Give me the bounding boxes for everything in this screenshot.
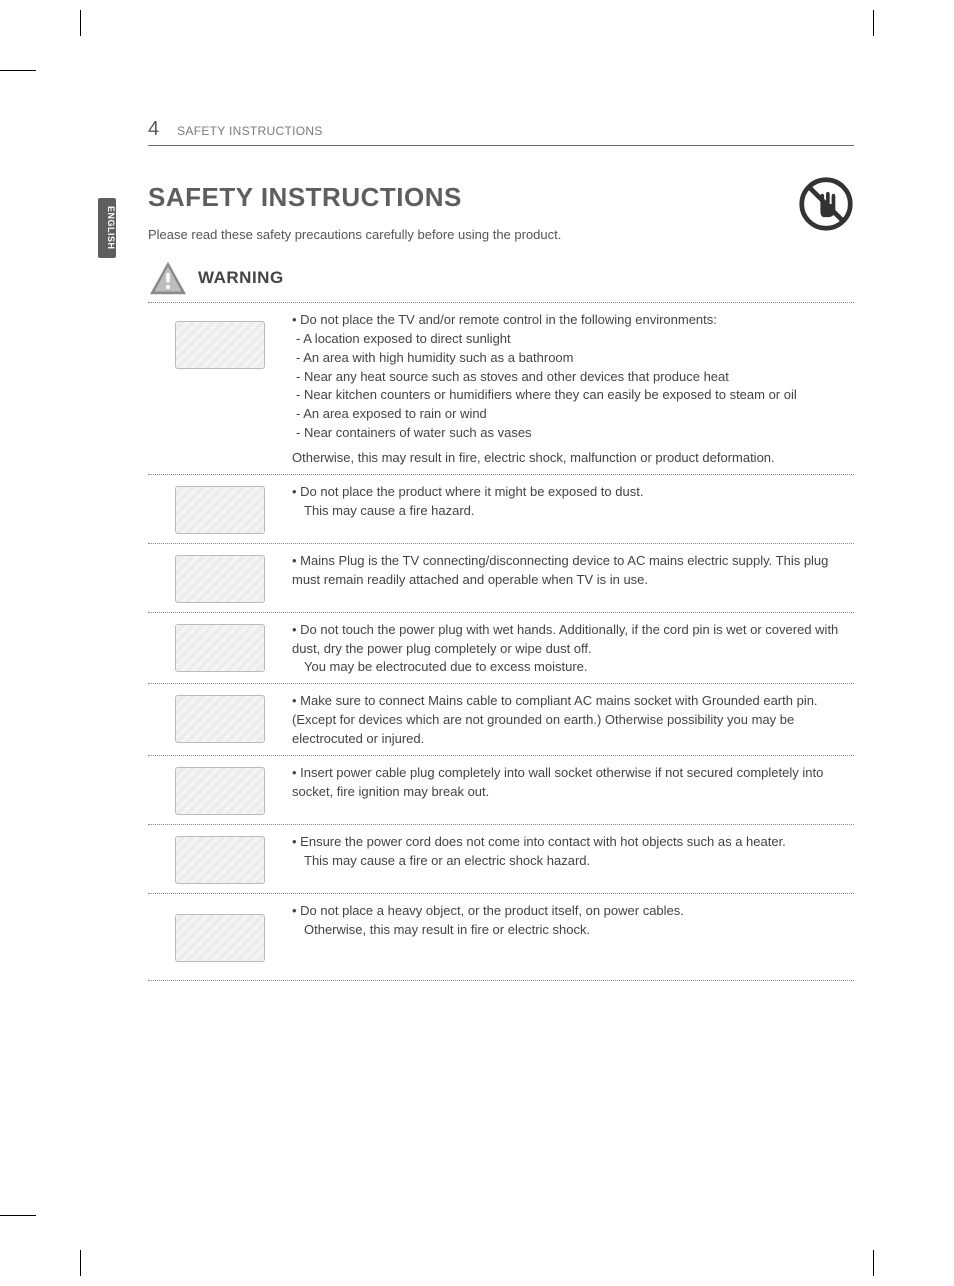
safety-item: Do not place the product where it might … — [148, 475, 854, 544]
item-lead: Insert power cable plug completely into … — [292, 765, 823, 799]
item-lead: Do not place the product where it might … — [292, 484, 643, 499]
item-lead: Mains Plug is the TV connecting/disconne… — [292, 553, 828, 587]
no-touch-icon — [798, 176, 854, 232]
safety-item: Do not place a heavy object, or the prod… — [148, 894, 854, 981]
illustration-icon — [172, 552, 268, 606]
item-sub: Near any heat source such as stoves and … — [292, 368, 854, 387]
warning-icon — [148, 260, 188, 296]
illustration-icon — [172, 315, 268, 375]
page-number: 4 — [148, 118, 159, 141]
item-lead: Do not touch the power plug with wet han… — [292, 622, 838, 656]
item-lead: Ensure the power cord does not come into… — [292, 834, 786, 849]
item-lead: Make sure to connect Mains cable to comp… — [292, 693, 818, 746]
item-lead: Do not place the TV and/or remote contro… — [292, 312, 717, 327]
language-tab: ENGLISH — [98, 198, 116, 258]
warning-header: WARNING — [148, 260, 854, 296]
warning-label: WARNING — [198, 268, 284, 288]
item-body: You may be electrocuted due to excess mo… — [292, 659, 588, 674]
illustration-icon — [172, 621, 268, 675]
page-heading: SAFETY INSTRUCTIONS — [148, 182, 561, 213]
item-sub: A location exposed to direct sunlight — [292, 330, 854, 349]
safety-item: Insert power cable plug completely into … — [148, 756, 854, 825]
item-body: This may cause a fire hazard. — [292, 503, 475, 518]
illustration-icon — [172, 483, 268, 537]
running-header: 4 SAFETY INSTRUCTIONS — [148, 118, 854, 146]
running-title: SAFETY INSTRUCTIONS — [177, 124, 323, 138]
item-lead: Do not place a heavy object, or the prod… — [292, 903, 684, 918]
item-trail: Otherwise, this may result in fire, elec… — [292, 449, 854, 468]
item-sub: Near kitchen counters or humidifiers whe… — [292, 386, 854, 405]
intro-text: Please read these safety precautions car… — [148, 227, 561, 242]
item-body: Otherwise, this may result in fire or el… — [292, 922, 590, 937]
item-sub: Near containers of water such as vases — [292, 424, 854, 443]
safety-item: Do not place the TV and/or remote contro… — [148, 302, 854, 475]
safety-item: Mains Plug is the TV connecting/disconne… — [148, 544, 854, 613]
safety-item: Do not touch the power plug with wet han… — [148, 613, 854, 685]
illustration-icon — [172, 902, 268, 974]
item-sub: An area exposed to rain or wind — [292, 405, 854, 424]
safety-item: Ensure the power cord does not come into… — [148, 825, 854, 894]
illustration-icon — [172, 764, 268, 818]
illustration-icon — [172, 833, 268, 887]
illustration-icon — [172, 692, 268, 746]
page-content: 4 SAFETY INSTRUCTIONS SAFETY INSTRUCTION… — [0, 0, 954, 1041]
item-sub: An area with high humidity such as a bat… — [292, 349, 854, 368]
item-body: This may cause a fire or an electric sho… — [292, 853, 590, 868]
safety-item: Make sure to connect Mains cable to comp… — [148, 684, 854, 756]
